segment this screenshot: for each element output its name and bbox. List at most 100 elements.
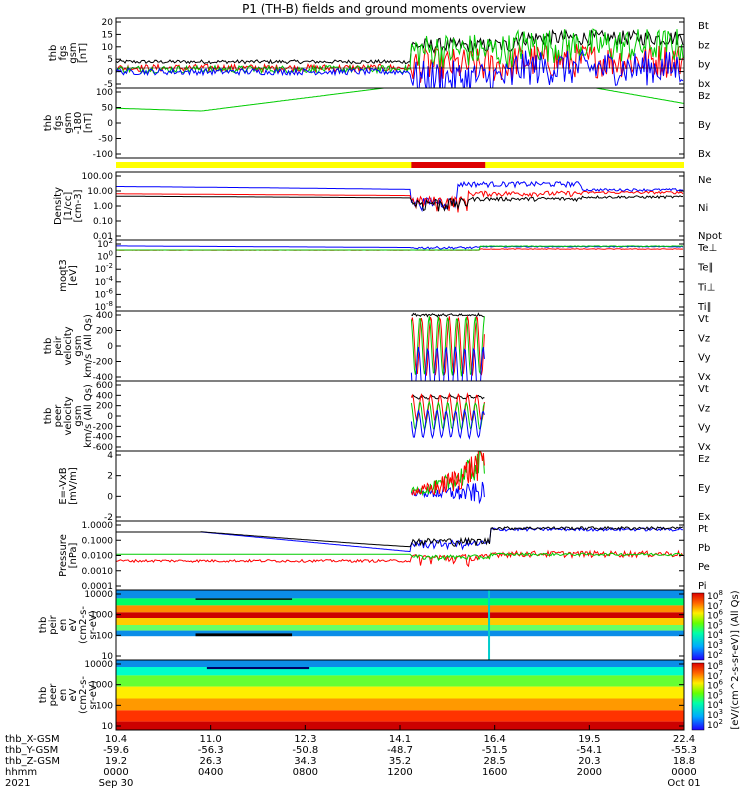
x-tick-value: 0400 xyxy=(198,767,223,778)
x-row-label: hhmm xyxy=(5,767,37,778)
panel-p7: 4 2 0 -2 E=-VxB[mV/m] Ez Ey Ex xyxy=(58,450,710,523)
panel-frame xyxy=(115,380,685,452)
spectrogram-gap xyxy=(195,598,293,600)
x-tick-value: 16.4 xyxy=(484,734,506,745)
series-Vt xyxy=(411,312,485,318)
y-tick-label: 0 xyxy=(107,119,113,129)
panel-p6: 6004002000-200-400-600thbpeervelocitygsm… xyxy=(43,380,711,453)
colorbar-label: [eV/(cm^2-s-sr-eV)] (All Qs) xyxy=(730,590,741,729)
x-row-label: 2021 xyxy=(5,778,30,789)
spectrogram-band xyxy=(116,686,684,699)
colorbar-tick-label: 108 xyxy=(707,659,723,672)
series-Ez xyxy=(411,451,485,496)
y-tick-label: 1.0000 xyxy=(82,521,114,531)
plot-area xyxy=(116,88,684,112)
x-tick-value: 35.2 xyxy=(389,756,411,767)
mode-flag-bar xyxy=(116,162,684,168)
y-tick-label: 400 xyxy=(96,391,113,401)
legend-Vt: Vt xyxy=(698,314,709,325)
x-tick-value: 2000 xyxy=(577,767,602,778)
x-row-label: thb_Y-GSM xyxy=(5,745,58,756)
legend-bx: bx xyxy=(698,79,710,90)
colorbar-strip xyxy=(691,592,705,661)
y-tick-label: 100 xyxy=(97,250,113,263)
y-axis-label: thbfgsgsm[nT] xyxy=(48,42,89,63)
y-tick-label: 10 xyxy=(102,652,114,662)
panels: 20151050-5thbfgsgsm[nT]Btbzbybx100500-50… xyxy=(38,17,722,732)
colorbar-tick-label: 105 xyxy=(707,618,723,631)
y-tick-label: 0.10 xyxy=(93,217,113,227)
legend-Ti⊥: Ti⊥ xyxy=(697,282,715,293)
colorbar-tick-label: 107 xyxy=(707,599,723,612)
y-tick-label: 10-2 xyxy=(95,262,113,275)
series-Ti xyxy=(116,245,684,251)
plot-area xyxy=(116,28,684,88)
figure-title: P1 (TH-B) fields and ground moments over… xyxy=(242,2,526,16)
panel-frame xyxy=(115,310,685,382)
x-tick-value: -50.8 xyxy=(292,745,318,756)
panel-frame xyxy=(115,171,685,241)
x-tick-value: 34.3 xyxy=(294,756,316,767)
y-tick-label: 10-8 xyxy=(95,300,113,313)
series-Vx xyxy=(410,346,485,381)
panel-p1: 20 15 10 5 0 -5 thbfgsgsm[nT] Bt bz by bx xyxy=(48,17,710,90)
spectrogram-band xyxy=(116,598,684,606)
spectrogram-band xyxy=(116,618,684,625)
x-tick-value: 19.5 xyxy=(578,734,600,745)
y-tick-label: 50 xyxy=(102,104,114,114)
y-tick-label: -400 xyxy=(93,373,114,383)
x-tick-value: 1200 xyxy=(387,767,412,778)
plot-area xyxy=(116,180,684,213)
legend-Ni: Ni xyxy=(698,203,708,214)
colorbar-tick-label: 106 xyxy=(707,609,723,622)
spectrogram-band xyxy=(116,660,684,667)
legend-Vx: Vx xyxy=(698,372,711,383)
y-tick-label: -200 xyxy=(93,358,114,368)
x-tick-value: 20.3 xyxy=(578,756,600,767)
y-tick-label: 4 xyxy=(107,451,113,461)
legend-Vx: Vx xyxy=(698,442,711,453)
colorbar-tick-label: 103 xyxy=(707,638,723,651)
y-tick-label: 15 xyxy=(102,30,113,40)
spectrogram-band xyxy=(116,710,684,722)
panel-frame xyxy=(115,450,685,522)
x-row-label: thb_Z-GSM xyxy=(5,756,60,767)
legend-Ti∥: Ti∥ xyxy=(697,302,712,313)
x-tick-value: -51.5 xyxy=(482,745,508,756)
legend-By: By xyxy=(698,120,711,131)
x-tick-value: 0000 xyxy=(103,767,128,778)
y-tick-label: 0.0100 xyxy=(82,552,114,562)
legend-Pt: Pt xyxy=(698,524,708,535)
y-tick-label: -50 xyxy=(98,135,113,145)
series-Ni xyxy=(116,195,684,212)
plot-area xyxy=(116,525,684,568)
colorbar-tick-label: 104 xyxy=(707,628,723,641)
spectrogram-band xyxy=(116,605,684,613)
spectrogram-band xyxy=(116,630,684,637)
series-Vx xyxy=(410,408,485,440)
legend-Vz: Vz xyxy=(698,403,710,414)
colorbar-tick-label: 105 xyxy=(707,688,723,701)
flag-bar-yellow xyxy=(116,162,684,168)
series-Vz xyxy=(410,316,485,376)
plot-area xyxy=(116,660,684,730)
y-tick-label: 10-4 xyxy=(95,275,114,288)
legend-Bz: Bz xyxy=(698,91,710,102)
y-tick-label: 100 xyxy=(96,701,113,711)
legend-Vt: Vt xyxy=(698,384,709,395)
y-tick-label: 0.0001 xyxy=(82,582,114,592)
legend-Pe: Pe xyxy=(698,562,710,573)
series-Te-perp xyxy=(116,245,684,250)
y-tick-label: -2 xyxy=(104,513,113,523)
panel-p8: 1.0000 0.1000 0.0100 0.0010 0.0001Pressure[n… xyxy=(58,520,710,592)
x-tick-value: Oct 01 xyxy=(667,778,700,789)
plot-area xyxy=(410,391,485,440)
panel-p3: 100.00 10.00 1.00 0.10 0.01 Density[1/cc][cm-… xyxy=(53,171,722,242)
x-tick-value: 22.4 xyxy=(673,734,695,745)
y-tick-label: 0 xyxy=(107,412,113,422)
x-tick-value: 10.4 xyxy=(105,734,127,745)
y-axis-label: thbfgsgsm-180[nT] xyxy=(43,112,94,135)
